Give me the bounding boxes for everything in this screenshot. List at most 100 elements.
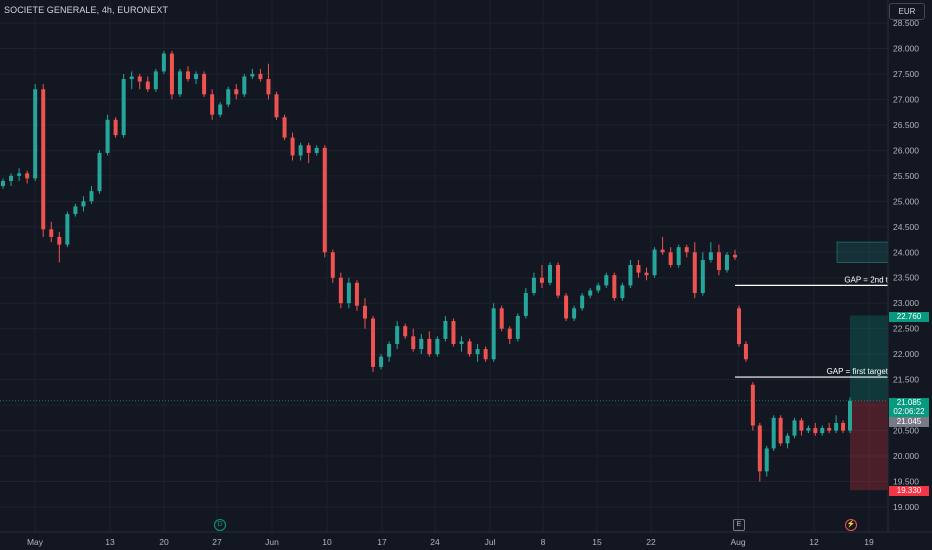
candle-body[interactable]: [451, 321, 456, 344]
candle-body[interactable]: [475, 349, 480, 355]
candle-body[interactable]: [338, 277, 343, 304]
candle-body[interactable]: [483, 349, 488, 360]
candle-body[interactable]: [145, 81, 150, 90]
candle-body[interactable]: [161, 53, 166, 72]
candle-body[interactable]: [499, 308, 504, 329]
candle-body[interactable]: [580, 295, 585, 309]
candle-body[interactable]: [186, 71, 191, 80]
candle-body[interactable]: [692, 252, 697, 294]
candle-body[interactable]: [491, 308, 496, 360]
candle-body[interactable]: [314, 147, 319, 153]
candle-body[interactable]: [121, 79, 126, 136]
candle-body[interactable]: [435, 338, 440, 355]
earnings-marker-icon[interactable]: E: [733, 519, 745, 531]
candle-body[interactable]: [467, 341, 472, 355]
candle-body[interactable]: [387, 343, 392, 357]
candle-body[interactable]: [459, 341, 464, 344]
candle-body[interactable]: [306, 145, 311, 153]
candle-body[interactable]: [65, 214, 70, 245]
candle-body[interactable]: [1, 180, 5, 187]
candle-body[interactable]: [556, 265, 561, 296]
candle-body[interactable]: [81, 201, 86, 207]
candle-body[interactable]: [750, 384, 755, 426]
candle-body[interactable]: [523, 293, 528, 316]
candle-body[interactable]: [660, 249, 665, 253]
candle-body[interactable]: [644, 272, 649, 276]
position-profit-zone[interactable]: [850, 315, 888, 401]
candle-body[interactable]: [813, 428, 818, 434]
candle-body[interactable]: [371, 318, 376, 367]
candle-body[interactable]: [785, 435, 790, 444]
candle-body[interactable]: [258, 73, 263, 80]
candle-body[interactable]: [799, 420, 804, 431]
candle-body[interactable]: [419, 338, 424, 350]
candle-body[interactable]: [834, 422, 839, 431]
candle-body[interactable]: [827, 428, 832, 431]
candle-body[interactable]: [547, 265, 552, 283]
candle-body[interactable]: [737, 308, 741, 344]
candle-body[interactable]: [362, 305, 367, 319]
candle-body[interactable]: [17, 173, 22, 176]
candle-body[interactable]: [395, 326, 400, 344]
candle-body[interactable]: [137, 76, 142, 82]
candle-body[interactable]: [820, 428, 825, 434]
dividend-marker-icon[interactable]: D: [214, 519, 226, 531]
candle-body[interactable]: [57, 236, 62, 245]
candle-body[interactable]: [177, 71, 182, 95]
candle-body[interactable]: [724, 254, 729, 271]
split-marker-icon[interactable]: ⚡: [845, 519, 857, 531]
candle-body[interactable]: [841, 422, 846, 431]
candle-body[interactable]: [572, 308, 577, 319]
candle-body[interactable]: [676, 247, 681, 265]
candle-body[interactable]: [282, 117, 287, 138]
candle-body[interactable]: [33, 89, 38, 179]
candle-body[interactable]: [636, 265, 641, 273]
candle-body[interactable]: [539, 277, 544, 283]
candle-body[interactable]: [708, 252, 713, 260]
candle-body[interactable]: [443, 321, 448, 339]
candle-body[interactable]: [379, 356, 384, 367]
candle-body[interactable]: [700, 259, 705, 294]
candle-body[interactable]: [226, 89, 231, 105]
candle-body[interactable]: [564, 295, 569, 319]
candle-body[interactable]: [105, 119, 110, 153]
supply-zone-box[interactable]: [836, 241, 889, 263]
candle-body[interactable]: [298, 145, 303, 156]
candle-body[interactable]: [153, 71, 158, 90]
candle-body[interactable]: [290, 137, 295, 156]
candle-body[interactable]: [194, 73, 199, 80]
candle-body[interactable]: [427, 338, 432, 355]
candle-body[interactable]: [588, 290, 593, 296]
candle-body[interactable]: [49, 229, 54, 237]
candle-body[interactable]: [210, 94, 215, 115]
candle-body[interactable]: [9, 175, 14, 181]
candle-body[interactable]: [89, 191, 94, 202]
candle-body[interactable]: [202, 73, 207, 95]
candle-body[interactable]: [97, 152, 102, 192]
candle-body[interactable]: [684, 247, 689, 253]
candle-body[interactable]: [806, 428, 811, 431]
candle-body[interactable]: [652, 249, 657, 276]
candle-body[interactable]: [515, 315, 520, 339]
candle-body[interactable]: [757, 425, 762, 472]
candle-body[interactable]: [507, 328, 512, 339]
candle-body[interactable]: [716, 252, 721, 271]
candle-body[interactable]: [792, 420, 797, 436]
symbol-title[interactable]: SOCIETE GENERALE, 4h, EURONEXT: [4, 5, 169, 15]
candle-body[interactable]: [266, 79, 271, 95]
candle-body[interactable]: [73, 206, 78, 215]
candle-body[interactable]: [25, 173, 30, 179]
candle-body[interactable]: [848, 400, 852, 431]
candle-body[interactable]: [403, 326, 408, 337]
candle-body[interactable]: [771, 417, 776, 449]
candle-body[interactable]: [764, 448, 769, 472]
candle-body[interactable]: [242, 76, 247, 95]
candle-body[interactable]: [620, 285, 625, 299]
candle-body[interactable]: [733, 254, 737, 258]
candle-body[interactable]: [218, 104, 223, 115]
currency-button[interactable]: EUR: [889, 3, 925, 20]
candle-body[interactable]: [743, 343, 748, 360]
candle-body[interactable]: [354, 282, 359, 306]
